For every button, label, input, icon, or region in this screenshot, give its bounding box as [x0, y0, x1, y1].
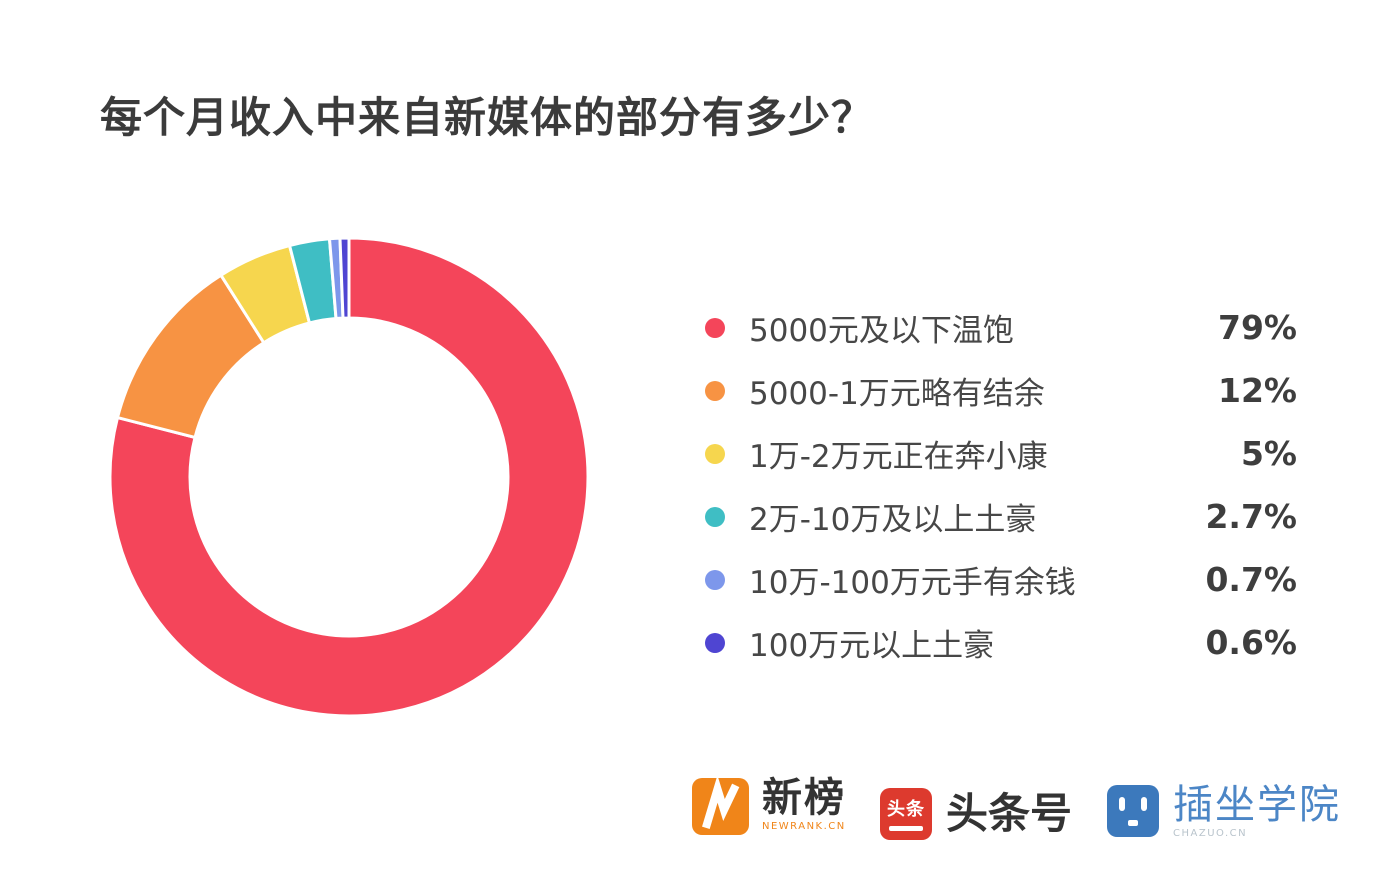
legend-item: 2万-10万及以上土豪 2.7% — [705, 485, 1297, 548]
legend-color-dot-icon — [705, 632, 725, 653]
donut-slice — [108, 236, 590, 718]
legend-item: 100万元以上土豪 0.6% — [705, 611, 1297, 674]
chazuo-logo: 插坐学院 CHAZUO.CN — [1107, 785, 1341, 839]
toutiao-logo-icon: 头条 — [880, 788, 932, 840]
legend-item-label: 5000元及以下温饱 — [749, 313, 1014, 349]
chazuo-robot-mouth — [1128, 820, 1138, 826]
chazuo-robot-icon — [1107, 785, 1159, 837]
legend-item-label: 5000-1万元略有结余 — [749, 376, 1045, 412]
toutiao-icon-text: 头条 — [887, 799, 925, 820]
legend-item-value: 0.7% — [1205, 560, 1297, 599]
legend-color-dot-icon — [705, 506, 725, 527]
newrank-logo: 新榜 NEWRANK.CN — [692, 775, 846, 835]
legend-color-dot-icon — [705, 443, 725, 464]
legend-item-label: 1万-2万元正在奔小康 — [749, 439, 1048, 475]
chart-legend: 5000元及以下温饱 79% 5000-1万元略有结余 12% 1万-2万元正在奔小康 5… — [705, 296, 1297, 674]
legend-item-value: 0.6% — [1205, 623, 1297, 662]
toutiao-logo-text: 头条号 — [946, 789, 1073, 838]
legend-item-label: 2万-10万及以上土豪 — [749, 502, 1037, 538]
newrank-lightning-icon — [702, 775, 740, 829]
legend-item-value: 5% — [1240, 434, 1297, 473]
legend-color-dot-icon — [705, 380, 725, 401]
legend-color-dot-icon — [705, 569, 725, 590]
chazuo-robot-eye-left — [1119, 797, 1125, 811]
legend-item-label: 100万元以上土豪 — [749, 628, 995, 664]
legend-item: 10万-100万元手有余钱 0.7% — [705, 548, 1297, 611]
legend-color-dot-icon — [705, 317, 725, 338]
donut-chart — [104, 232, 594, 722]
chazuo-logo-subtext: CHAZUO.CN — [1173, 828, 1248, 839]
donut-chart-svg — [108, 236, 590, 718]
page-title: 每个月收入中来自新媒体的部分有多少？ — [100, 93, 875, 142]
toutiao-logo: 头条 头条号 — [880, 788, 1072, 840]
chazuo-robot-eye-right — [1141, 797, 1147, 811]
legend-item-value: 79% — [1218, 308, 1297, 347]
newrank-logo-text: 新榜 — [762, 775, 846, 821]
legend-item: 1万-2万元正在奔小康 5% — [705, 422, 1297, 485]
newrank-logo-subtext: NEWRANK.CN — [762, 821, 846, 832]
legend-item: 5000-1万元略有结余 12% — [705, 359, 1297, 422]
toutiao-icon-bar — [889, 826, 923, 831]
chazuo-logo-text: 插坐学院 — [1173, 782, 1341, 828]
legend-item: 5000元及以下温饱 79% — [705, 296, 1297, 359]
donut-slice — [338, 236, 351, 320]
legend-item-value: 12% — [1218, 371, 1297, 410]
newrank-logo-icon — [692, 775, 749, 835]
legend-item-value: 2.7% — [1205, 497, 1297, 536]
legend-item-label: 10万-100万元手有余钱 — [749, 565, 1076, 601]
